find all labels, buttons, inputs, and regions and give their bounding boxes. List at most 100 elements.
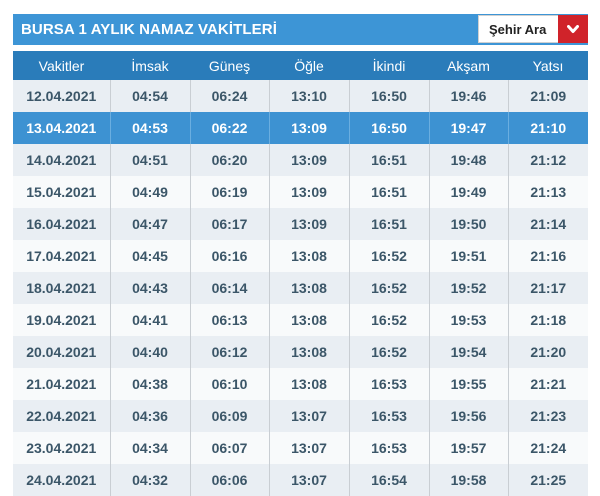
- cell-ikindi: 16:51: [348, 144, 429, 176]
- page-title: BURSA 1 AYLIK NAMAZ VAKİTLERİ: [21, 21, 277, 38]
- cell-ikindi: 16:53: [348, 400, 429, 432]
- cell-imsak: 04:47: [109, 208, 190, 240]
- cell-aksam: 19:46: [428, 80, 508, 112]
- city-search-label[interactable]: Şehir Ara: [478, 15, 558, 43]
- cell-ikindi: 16:50: [348, 80, 429, 112]
- cell-imsak: 04:54: [109, 80, 190, 112]
- cell-gunes: 06:14: [189, 272, 269, 304]
- table-row: 18.04.2021 04:43 06:14 13:08 16:52 19:52 21:17: [13, 272, 588, 304]
- cell-yatsi: 21:18: [507, 304, 588, 336]
- cell-yatsi: 21:13: [507, 176, 588, 208]
- cell-imsak: 04:49: [109, 176, 190, 208]
- city-search-dropdown[interactable]: Şehir Ara: [478, 15, 588, 43]
- cell-ogle: 13:10: [268, 80, 349, 112]
- cell-date: 12.04.2021: [13, 80, 110, 112]
- table-row: 22.04.2021 04:36 06:09 13:07 16:53 19:56 21:23: [13, 400, 588, 432]
- cell-ikindi: 16:54: [348, 464, 429, 496]
- cell-yatsi: 21:21: [507, 368, 588, 400]
- cell-imsak: 04:32: [109, 464, 190, 496]
- cell-ogle: 13:08: [268, 240, 349, 272]
- cell-gunes: 06:13: [189, 304, 269, 336]
- table-row: 21.04.2021 04:38 06:10 13:08 16:53 19:55 21:21: [13, 368, 588, 400]
- cell-gunes: 06:12: [189, 336, 269, 368]
- cell-ogle: 13:09: [268, 208, 349, 240]
- cell-gunes: 06:07: [189, 432, 269, 464]
- cell-imsak: 04:45: [109, 240, 190, 272]
- cell-date: 21.04.2021: [13, 368, 110, 400]
- column-header-ikindi: İkindi: [349, 51, 429, 80]
- cell-aksam: 19:50: [428, 208, 508, 240]
- cell-date: 24.04.2021: [13, 464, 110, 496]
- prayer-times-widget: BURSA 1 AYLIK NAMAZ VAKİTLERİ Şehir Ara …: [13, 14, 588, 496]
- cell-ikindi: 16:52: [348, 240, 429, 272]
- cell-imsak: 04:34: [109, 432, 190, 464]
- cell-imsak: 04:51: [109, 144, 190, 176]
- cell-imsak: 04:43: [109, 272, 190, 304]
- cell-yatsi: 21:14: [507, 208, 588, 240]
- cell-gunes: 06:06: [189, 464, 269, 496]
- cell-ikindi: 16:50: [348, 112, 429, 144]
- cell-yatsi: 21:10: [507, 112, 588, 144]
- cell-aksam: 19:49: [428, 176, 508, 208]
- cell-aksam: 19:58: [428, 464, 508, 496]
- table-row: 14.04.2021 04:51 06:20 13:09 16:51 19:48 21:12: [13, 144, 588, 176]
- cell-date: 22.04.2021: [13, 400, 110, 432]
- cell-date: 14.04.2021: [13, 144, 110, 176]
- cell-aksam: 19:52: [428, 272, 508, 304]
- cell-ikindi: 16:53: [348, 368, 429, 400]
- cell-gunes: 06:09: [189, 400, 269, 432]
- table-row: 24.04.2021 04:32 06:06 13:07 16:54 19:58 21:25: [13, 464, 588, 496]
- cell-gunes: 06:19: [189, 176, 269, 208]
- cell-aksam: 19:51: [428, 240, 508, 272]
- cell-ogle: 13:08: [268, 304, 349, 336]
- cell-yatsi: 21:16: [507, 240, 588, 272]
- cell-gunes: 06:20: [189, 144, 269, 176]
- dropdown-toggle-button[interactable]: [558, 15, 588, 43]
- table-row-today: 13.04.2021 04:53 06:22 13:09 16:50 19:47 21:10: [13, 112, 588, 144]
- column-header-gunes: Güneş: [190, 51, 269, 80]
- cell-ikindi: 16:51: [348, 176, 429, 208]
- cell-gunes: 06:24: [189, 80, 269, 112]
- cell-ikindi: 16:51: [348, 208, 429, 240]
- cell-ogle: 13:09: [268, 176, 349, 208]
- cell-ikindi: 16:53: [348, 432, 429, 464]
- cell-ogle: 13:07: [268, 400, 349, 432]
- cell-ikindi: 16:52: [348, 304, 429, 336]
- cell-ikindi: 16:52: [348, 336, 429, 368]
- column-header-aksam: Akşam: [429, 51, 508, 80]
- cell-date: 23.04.2021: [13, 432, 110, 464]
- cell-gunes: 06:17: [189, 208, 269, 240]
- cell-ogle: 13:09: [268, 144, 349, 176]
- column-header-yatsi: Yatsı: [508, 51, 588, 80]
- cell-date: 16.04.2021: [13, 208, 110, 240]
- cell-aksam: 19:47: [428, 112, 508, 144]
- cell-gunes: 06:10: [189, 368, 269, 400]
- cell-imsak: 04:41: [109, 304, 190, 336]
- cell-aksam: 19:54: [428, 336, 508, 368]
- cell-imsak: 04:40: [109, 336, 190, 368]
- table-row: 15.04.2021 04:49 06:19 13:09 16:51 19:49 21:13: [13, 176, 588, 208]
- cell-imsak: 04:38: [109, 368, 190, 400]
- table-row: 16.04.2021 04:47 06:17 13:09 16:51 19:50 21:14: [13, 208, 588, 240]
- table-row: 20.04.2021 04:40 06:12 13:08 16:52 19:54 21:20: [13, 336, 588, 368]
- cell-aksam: 19:48: [428, 144, 508, 176]
- cell-yatsi: 21:09: [507, 80, 588, 112]
- table-row: 23.04.2021 04:34 06:07 13:07 16:53 19:57 21:24: [13, 432, 588, 464]
- prayer-times-table: Vakitler İmsak Güneş Öğle İkindi Akşam Y…: [13, 51, 588, 496]
- cell-ogle: 13:07: [268, 464, 349, 496]
- cell-ogle: 13:09: [268, 112, 349, 144]
- cell-date: 18.04.2021: [13, 272, 110, 304]
- cell-yatsi: 21:17: [507, 272, 588, 304]
- chevron-down-icon: [567, 24, 579, 33]
- cell-yatsi: 21:20: [507, 336, 588, 368]
- cell-imsak: 04:53: [109, 112, 190, 144]
- cell-yatsi: 21:24: [507, 432, 588, 464]
- cell-date: 13.04.2021: [13, 112, 110, 144]
- column-header-imsak: İmsak: [110, 51, 190, 80]
- cell-imsak: 04:36: [109, 400, 190, 432]
- cell-ikindi: 16:52: [348, 272, 429, 304]
- column-header-ogle: Öğle: [269, 51, 349, 80]
- cell-gunes: 06:22: [189, 112, 269, 144]
- cell-aksam: 19:57: [428, 432, 508, 464]
- table-header-row: Vakitler İmsak Güneş Öğle İkindi Akşam Y…: [13, 51, 588, 80]
